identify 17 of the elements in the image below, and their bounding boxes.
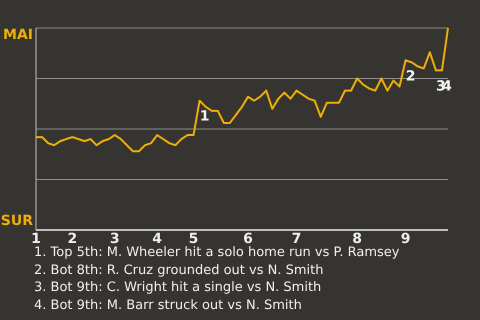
text: MAI (3, 27, 33, 43)
x-tick-label: 3 (110, 231, 120, 247)
x-tick-label: 2 (67, 231, 78, 247)
text: 1. Top 5th: M. Wheeler hit a solo home run vs P. Ramsey (34, 244, 400, 262)
text: SUR (0, 213, 34, 229)
x-tick-label: 9 (400, 231, 410, 247)
annotation: 2 (406, 68, 416, 84)
text: 3. Bot 9th: C. Wright hit a single vs N. Smith (34, 279, 322, 296)
x-tick-label: 7 (292, 231, 302, 247)
x-tick-label: 6 (243, 231, 253, 247)
x-tick-label: 4 (152, 231, 162, 247)
x-tick-label: 8 (352, 231, 362, 247)
annotation: 1 (200, 108, 210, 125)
text: 2. Bot 8th: R. Cruz grounded out vs N. Smith (34, 262, 324, 279)
text: 4. Bot 9th: M. Barr struck out vs N. Smith (34, 296, 303, 314)
x-tick-label: 5 (188, 231, 198, 247)
x-tick-label: 1 (31, 231, 41, 247)
